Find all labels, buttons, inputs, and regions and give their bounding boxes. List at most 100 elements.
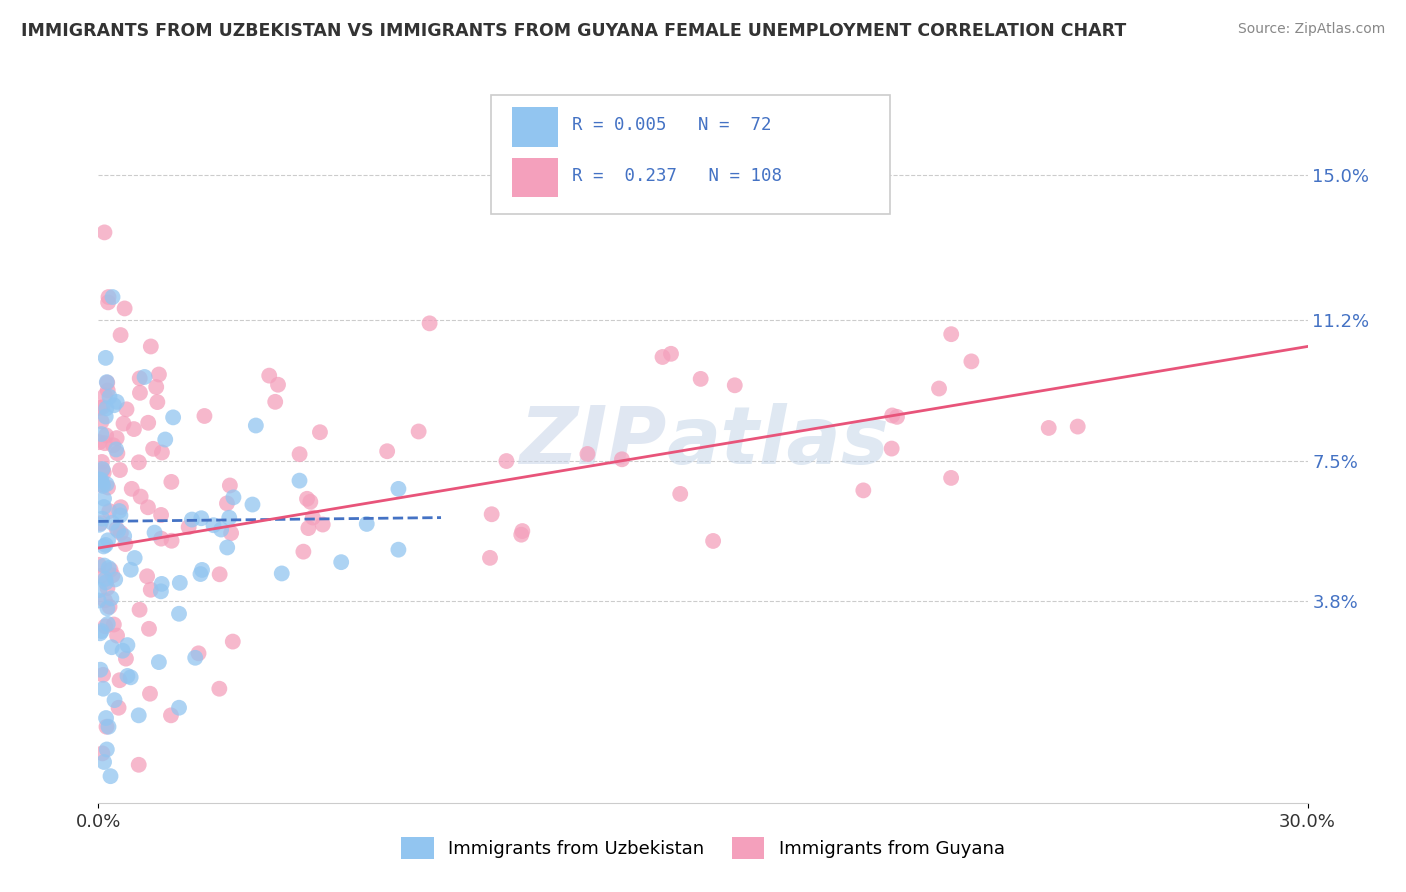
Point [90, 415, 112, 429]
Point [139, 339, 162, 353]
Point [160, 475, 183, 489]
Point [114, 537, 136, 551]
Point [160, 708, 183, 723]
Point [218, 510, 240, 524]
Point [297, 521, 319, 535]
Point [96, 375, 118, 389]
Point [112, 529, 135, 543]
Point [651, 350, 673, 364]
Point [128, 455, 150, 469]
FancyBboxPatch shape [492, 95, 890, 214]
Point [97, 384, 120, 398]
Text: ZIP: ZIP [519, 402, 666, 481]
Point [169, 575, 191, 590]
Point [96, 601, 118, 615]
Point [177, 520, 200, 534]
Point [138, 622, 160, 636]
Point [110, 500, 132, 515]
Point [103, 617, 125, 632]
Point [91, 747, 114, 761]
Point [167, 700, 190, 714]
Point [190, 567, 212, 582]
Point [94, 436, 117, 450]
Point [136, 569, 159, 583]
Point [208, 567, 231, 582]
Point [97, 533, 120, 548]
Point [150, 508, 173, 522]
Point [98, 599, 121, 614]
Point [181, 512, 204, 526]
Point [100, 563, 122, 577]
Point [122, 422, 145, 436]
Point [689, 372, 711, 386]
Point [89, 517, 111, 532]
Bar [512, 107, 558, 147]
Point [103, 438, 125, 452]
Point [97, 295, 120, 310]
Point [702, 533, 724, 548]
Point [101, 516, 124, 530]
Point [89, 626, 111, 640]
Point [90, 624, 112, 638]
Point [512, 524, 534, 538]
Point [880, 442, 903, 456]
Point [90, 569, 112, 583]
Point [91, 511, 114, 525]
Point [219, 526, 242, 541]
Point [110, 328, 132, 343]
Point [495, 454, 517, 468]
Point [330, 555, 353, 569]
Point [104, 573, 127, 587]
Text: R = 0.005   N =  72: R = 0.005 N = 72 [572, 116, 772, 134]
Point [162, 410, 184, 425]
Point [107, 524, 129, 538]
Point [292, 544, 315, 558]
Point [94, 409, 117, 424]
Point [115, 651, 138, 665]
Point [94, 389, 117, 403]
Point [576, 447, 599, 461]
Point [89, 472, 111, 486]
Point [96, 401, 118, 416]
Point [107, 700, 129, 714]
Point [108, 504, 131, 518]
Point [288, 474, 311, 488]
Point [117, 638, 139, 652]
Point [167, 607, 190, 621]
Point [217, 541, 239, 555]
Text: IMMIGRANTS FROM UZBEKISTAN VS IMMIGRANTS FROM GUYANA FEMALE UNEMPLOYMENT CORRELA: IMMIGRANTS FROM UZBEKISTAN VS IMMIGRANTS… [21, 22, 1126, 40]
Point [91, 476, 114, 491]
Legend: Immigrants from Uzbekistan, Immigrants from Guyana: Immigrants from Uzbekistan, Immigrants f… [394, 830, 1012, 866]
Point [301, 510, 323, 524]
Point [136, 416, 159, 430]
Point [103, 398, 125, 412]
Point [93, 540, 115, 554]
Point [1038, 421, 1060, 435]
Point [94, 711, 117, 725]
Bar [512, 158, 558, 197]
Point [139, 582, 162, 597]
Point [150, 445, 173, 459]
Point [191, 563, 214, 577]
Point [93, 491, 115, 506]
Point [610, 452, 633, 467]
Point [128, 708, 150, 723]
Point [419, 316, 441, 330]
Point [222, 634, 245, 648]
Point [886, 409, 908, 424]
Point [105, 442, 128, 457]
Point [479, 550, 502, 565]
Point [257, 368, 280, 383]
Point [91, 462, 114, 476]
Point [97, 481, 120, 495]
Point [105, 522, 128, 536]
Point [91, 455, 114, 469]
Point [928, 382, 950, 396]
Point [218, 478, 240, 492]
Point [97, 290, 120, 304]
Point [115, 402, 138, 417]
Point [155, 433, 177, 447]
Point [209, 523, 232, 537]
Point [143, 525, 166, 540]
Point [91, 401, 114, 415]
